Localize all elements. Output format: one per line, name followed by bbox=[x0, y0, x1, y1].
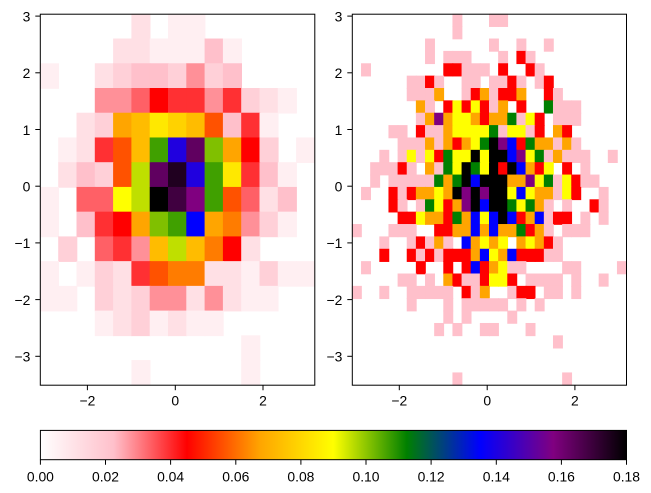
svg-text:−3: −3 bbox=[15, 349, 31, 365]
svg-text:−2: −2 bbox=[15, 292, 31, 308]
svg-text:−2: −2 bbox=[391, 393, 407, 409]
svg-text:−1: −1 bbox=[327, 235, 343, 251]
svg-text:2: 2 bbox=[571, 393, 579, 409]
svg-text:0: 0 bbox=[483, 393, 491, 409]
svg-text:0.00: 0.00 bbox=[27, 469, 54, 485]
svg-text:−1: −1 bbox=[15, 235, 31, 251]
svg-text:−2: −2 bbox=[327, 292, 343, 308]
svg-text:1: 1 bbox=[23, 122, 31, 138]
svg-text:0.08: 0.08 bbox=[287, 469, 314, 485]
svg-text:0.06: 0.06 bbox=[222, 469, 249, 485]
svg-text:0.14: 0.14 bbox=[483, 469, 510, 485]
svg-text:0: 0 bbox=[335, 179, 343, 195]
svg-text:0.04: 0.04 bbox=[157, 469, 184, 485]
svg-text:0.12: 0.12 bbox=[418, 469, 445, 485]
svg-text:2: 2 bbox=[335, 65, 343, 81]
svg-text:0.02: 0.02 bbox=[92, 469, 119, 485]
svg-text:0.10: 0.10 bbox=[352, 469, 379, 485]
svg-text:3: 3 bbox=[23, 8, 31, 24]
svg-text:0.18: 0.18 bbox=[613, 469, 640, 485]
svg-text:−2: −2 bbox=[79, 393, 95, 409]
svg-text:2: 2 bbox=[23, 65, 31, 81]
svg-text:3: 3 bbox=[335, 8, 343, 24]
svg-text:0: 0 bbox=[23, 179, 31, 195]
svg-text:0: 0 bbox=[171, 393, 179, 409]
svg-text:2: 2 bbox=[259, 393, 267, 409]
svg-text:0.16: 0.16 bbox=[548, 469, 575, 485]
svg-text:−3: −3 bbox=[327, 349, 343, 365]
svg-text:1: 1 bbox=[335, 122, 343, 138]
